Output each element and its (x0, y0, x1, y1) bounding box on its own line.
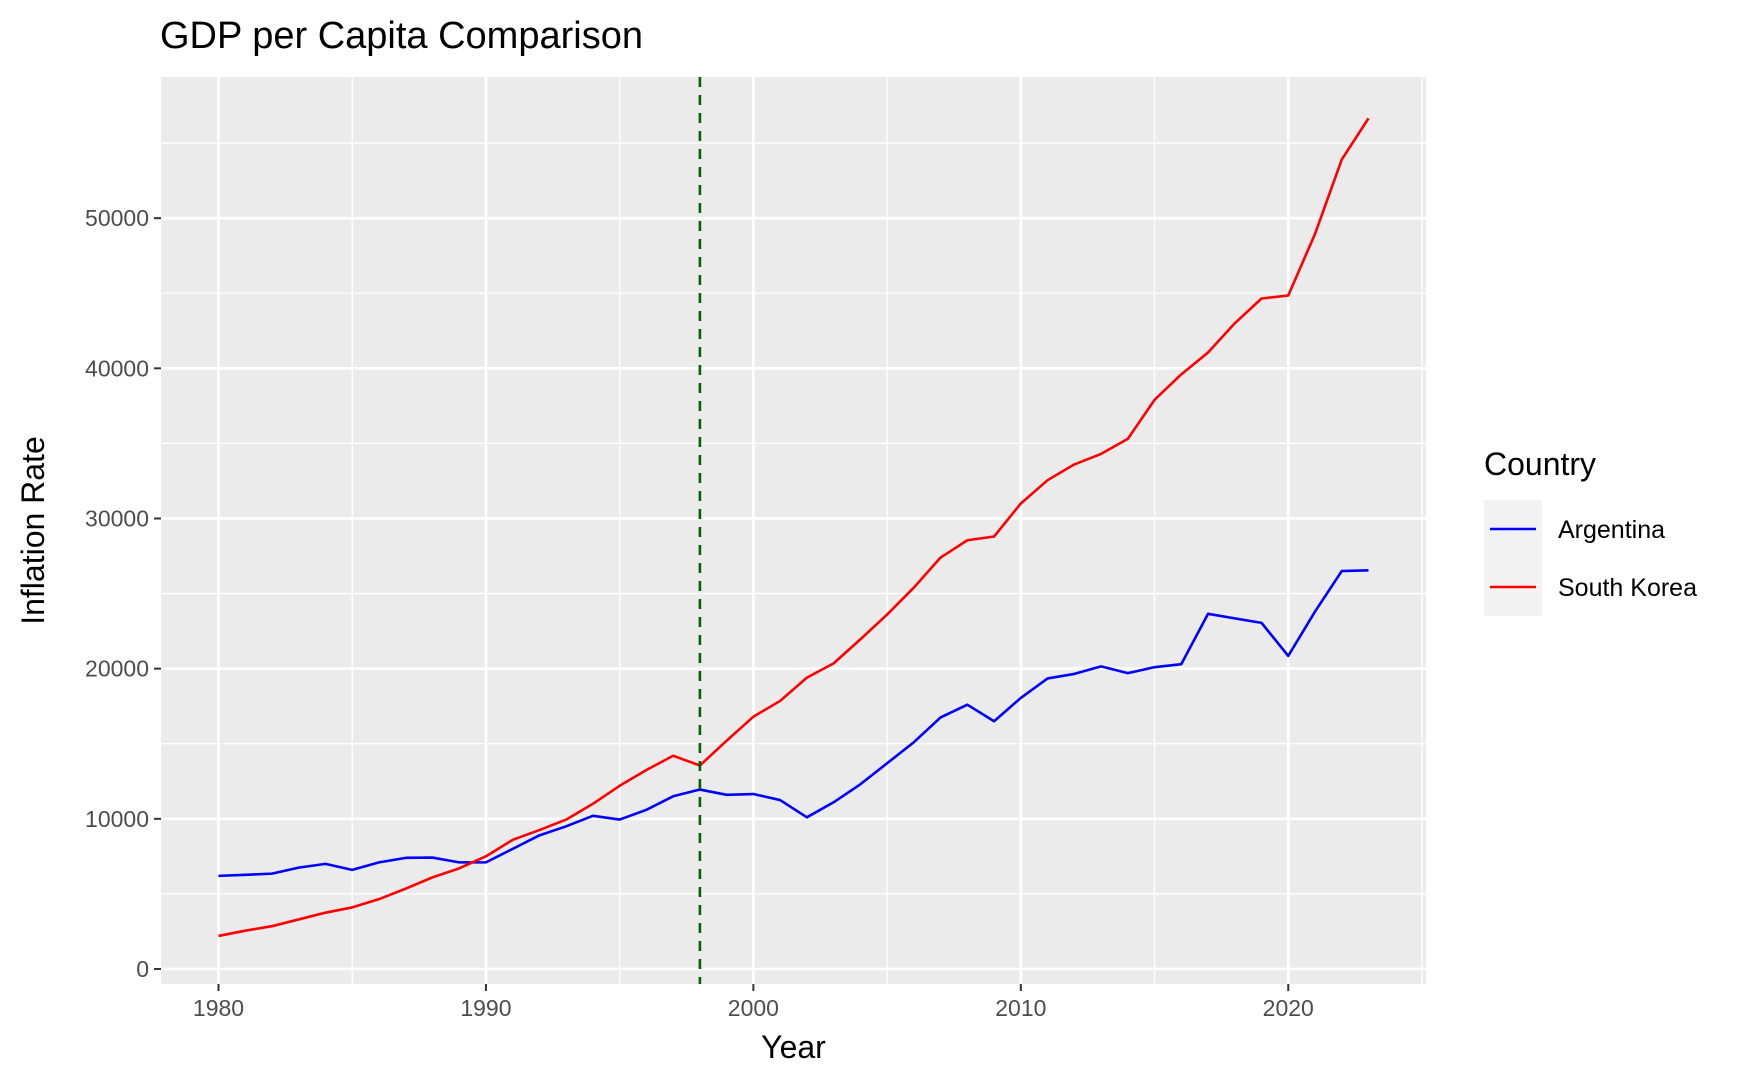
x-tick-label: 1990 (460, 995, 511, 1021)
y-tick-label: 50000 (85, 205, 149, 231)
chart-title: GDP per Capita Comparison (160, 15, 643, 57)
x-tick-label: 1980 (193, 995, 244, 1021)
x-axis-title: Year (761, 1029, 826, 1065)
legend-title: Country (1484, 446, 1596, 482)
legend-key-background (1484, 500, 1542, 616)
x-tick-label: 2020 (1263, 995, 1314, 1021)
legend: Country Argentina South Korea (1484, 446, 1697, 616)
y-axis: 0 10000 20000 30000 40000 50000 (85, 205, 161, 982)
series-layer (218, 117, 1370, 938)
y-tick-label: 0 (136, 956, 149, 982)
minor-gridlines (161, 77, 1426, 984)
x-tick-label: 2000 (728, 995, 779, 1021)
plot-panel (161, 77, 1426, 984)
x-axis: 1980 1990 2000 2010 2020 (193, 984, 1314, 1021)
legend-label: South Korea (1558, 574, 1697, 602)
y-axis-title: Inflation Rate (15, 436, 51, 625)
y-tick-label: 40000 (85, 355, 149, 381)
major-gridlines (161, 77, 1426, 984)
x-tick-label: 2010 (995, 995, 1046, 1021)
series-line-argentina (218, 568, 1369, 878)
legend-label: Argentina (1558, 516, 1665, 544)
y-tick-label: 20000 (85, 656, 149, 682)
y-tick-label: 10000 (85, 806, 149, 832)
series-line-south-korea (218, 117, 1370, 938)
y-tick-label: 30000 (85, 505, 149, 531)
